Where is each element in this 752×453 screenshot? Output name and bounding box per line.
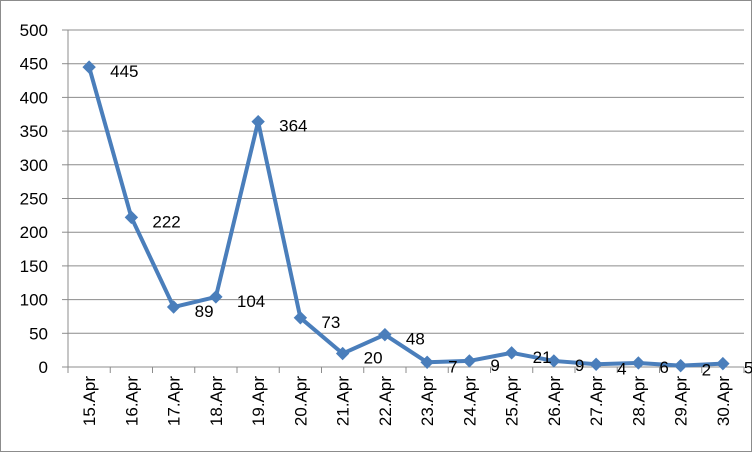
data-label: 445 <box>110 62 138 81</box>
x-tick-label: 20.Apr <box>291 376 310 426</box>
axes <box>62 29 745 373</box>
data-labels: 445 222 89 104 364 73 20 48 7 9 21 9 4 6 2 5 <box>110 62 752 380</box>
data-point-marker <box>589 357 603 372</box>
data-point-marker <box>547 354 561 368</box>
x-tick-label: 29.Apr <box>672 376 691 426</box>
data-label: 48 <box>406 330 425 349</box>
x-tick-label: 26.Apr <box>545 376 564 426</box>
x-tick-label: 25.Apr <box>503 376 522 426</box>
x-tick-label: 30.Apr <box>714 376 733 426</box>
x-tick-label: 28.Apr <box>629 376 648 426</box>
x-axis-tick-labels: 15.Apr 16.Apr 17.Apr 18.Apr 19.Apr 20.Apr 21.A… <box>80 376 733 426</box>
series-line <box>87 66 723 368</box>
data-point-marker <box>124 210 139 225</box>
data-point-marker <box>209 290 223 304</box>
series-polyline <box>87 66 723 368</box>
data-point-marker <box>673 358 688 373</box>
data-label: 2 <box>702 361 711 380</box>
x-tick-label: 23.Apr <box>418 376 437 426</box>
y-tick-label: 450 <box>20 55 48 74</box>
series-markers <box>82 60 730 373</box>
data-point-marker <box>420 355 434 369</box>
y-tick-label: 350 <box>20 122 48 141</box>
data-point-marker <box>166 300 181 314</box>
y-tick-label: 300 <box>20 156 48 175</box>
data-point-marker <box>378 327 392 342</box>
data-label: 21 <box>533 348 552 367</box>
data-label: 4 <box>617 359 626 378</box>
data-label: 222 <box>152 212 180 231</box>
y-tick-label: 100 <box>20 291 48 310</box>
data-point-marker <box>335 346 350 361</box>
data-label: 9 <box>575 356 584 375</box>
gridlines <box>68 29 744 334</box>
y-tick-label: 0 <box>39 358 48 377</box>
data-point-marker <box>82 60 96 74</box>
data-label: 9 <box>490 356 499 375</box>
y-tick-label: 50 <box>29 324 48 343</box>
data-label: 364 <box>279 117 307 136</box>
x-tick-label: 22.Apr <box>376 376 395 426</box>
data-point-marker <box>716 356 730 371</box>
x-tick-label: 19.Apr <box>249 376 268 426</box>
x-tick-label: 16.Apr <box>122 376 141 426</box>
y-tick-label: 250 <box>20 190 48 209</box>
y-tick-label: 150 <box>20 257 48 276</box>
data-point-marker <box>504 346 519 360</box>
data-label: 6 <box>659 358 668 377</box>
y-tick-label: 400 <box>20 88 48 107</box>
data-label: 104 <box>237 292 265 311</box>
y-tick-label: 500 <box>20 21 48 40</box>
data-point-marker <box>293 311 308 325</box>
data-label: 73 <box>321 313 340 332</box>
data-label: 5 <box>744 359 752 378</box>
y-axis-tick-labels: 0 50 100 150 200 250 300 350 400 450 500 <box>20 21 48 377</box>
data-point-marker <box>462 354 477 368</box>
data-label: 20 <box>364 349 383 368</box>
x-tick-label: 24.Apr <box>460 376 479 426</box>
x-tick-label: 18.Apr <box>207 376 226 426</box>
x-tick-label: 21.Apr <box>334 376 353 426</box>
x-tick-label: 27.Apr <box>587 376 606 426</box>
data-label: 7 <box>448 357 457 376</box>
data-label: 89 <box>195 302 214 321</box>
data-point-marker <box>251 114 265 129</box>
y-tick-label: 200 <box>20 223 48 242</box>
data-point-marker <box>631 356 646 370</box>
x-tick-label: 17.Apr <box>165 376 184 426</box>
x-tick-label: 15.Apr <box>80 376 99 426</box>
